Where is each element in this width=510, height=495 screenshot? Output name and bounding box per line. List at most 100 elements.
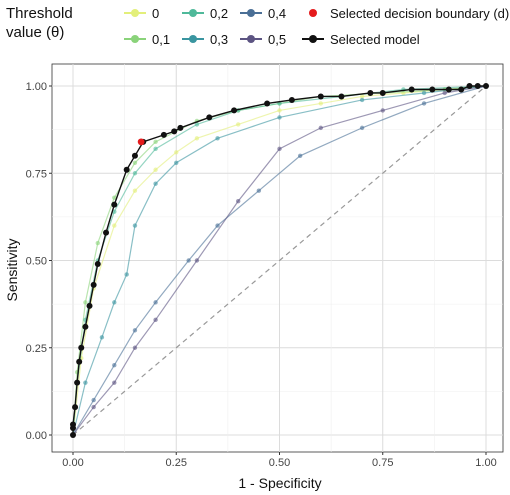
selected-model-point — [466, 83, 473, 89]
series-point-1 — [153, 139, 158, 145]
series-point-3 — [112, 300, 117, 305]
series-point-2 — [194, 122, 200, 127]
series-point-4 — [215, 223, 220, 228]
selected-model-point — [160, 131, 167, 138]
series-point-5 — [236, 198, 241, 204]
series-point-0 — [132, 188, 138, 193]
selected-model-point — [70, 432, 76, 438]
selected-model-point — [367, 89, 374, 96]
series-point-3 — [124, 272, 129, 277]
selected-model-point — [131, 152, 138, 159]
y-tick-label: 0.00 — [26, 430, 47, 442]
y-tick-label: 1.00 — [26, 81, 47, 93]
panel-border — [51, 63, 504, 453]
series-point-3 — [83, 380, 88, 385]
legend-label-0-4: 0,4 — [268, 5, 287, 21]
selected-model-point — [70, 421, 76, 428]
legend-label-0: 0 — [152, 5, 160, 21]
y-tick-label: 0.75 — [26, 168, 47, 180]
selected-model-point — [338, 93, 345, 100]
series-point-3 — [359, 97, 365, 103]
x-tick-label: 1.00 — [475, 457, 496, 469]
legend-title: Threshold value (θ) — [6, 5, 73, 41]
series-point-4 — [186, 258, 191, 263]
selected-model-point — [74, 379, 81, 386]
series-point-4 — [421, 101, 427, 106]
selected-boundary-point — [137, 138, 145, 146]
legend-item-0-1: 0,1 — [124, 30, 170, 48]
legend-label-0-1: 0,1 — [152, 31, 171, 47]
series-point-4 — [112, 363, 117, 368]
legend-item-0-2: 0,2 — [182, 4, 228, 22]
axes: 0.00 0.00 0.25 0.25 0.50 0.50 0.75 0.75 1.00 1.00 — [26, 81, 497, 469]
selected-model-point — [177, 124, 184, 131]
series-point-3 — [215, 136, 220, 141]
grid — [51, 63, 504, 453]
legend-item-0-3: 0,3 — [182, 30, 228, 48]
x-tick-label: 0.75 — [372, 457, 393, 469]
series-point-3 — [99, 335, 105, 340]
selected-model-point — [483, 83, 489, 89]
series-point-4 — [132, 328, 138, 333]
selected-model-point — [86, 302, 93, 309]
series-point-2 — [153, 146, 158, 152]
series-point-3 — [132, 223, 138, 228]
selected-model-point — [90, 281, 97, 288]
series-point-0 — [277, 108, 282, 113]
selected-model-point — [111, 201, 118, 208]
legend-item-0-5: 0,5 — [240, 30, 286, 48]
selected-model-point — [288, 96, 295, 103]
series-point-4 — [297, 153, 303, 158]
series-point-0 — [359, 94, 365, 99]
selected-model-point — [445, 86, 452, 93]
x-axis-title: 1 - Specificity — [238, 475, 321, 491]
series-point-3 — [421, 90, 427, 96]
y-tick-label: 0.25 — [26, 343, 47, 355]
series-point-5 — [153, 317, 158, 323]
legend-label-model: Selected model — [330, 31, 420, 47]
selected-model-point — [429, 86, 436, 93]
selected-model-point — [78, 344, 85, 351]
series-point-0 — [174, 150, 179, 155]
selected-model-point — [231, 107, 238, 114]
series-point-5 — [91, 404, 96, 410]
legend-label-0-2: 0,2 — [210, 5, 229, 21]
series-point-4 — [256, 188, 262, 193]
selected-model-point — [458, 86, 465, 93]
series-point-0 — [318, 101, 323, 106]
series-point-3 — [277, 115, 282, 120]
selected-model-point — [123, 166, 130, 173]
selected-model-point — [206, 114, 213, 121]
series-point-4 — [359, 125, 365, 131]
legend-item-0: 0 — [124, 4, 159, 22]
series-point-4 — [153, 300, 158, 305]
legend: Threshold value (θ) 0 0,1 0,2 0,3 0,4 0,… — [0, 0, 510, 60]
series-point-1 — [83, 300, 88, 305]
selected-model-point — [82, 323, 89, 330]
selected-model-point — [72, 404, 79, 411]
legend-item-boundary: Selected decision boundary (d) — [302, 4, 509, 22]
legend-label-boundary: Selected decision boundary (d) — [330, 5, 510, 21]
legend-label-0-5: 0,5 — [268, 31, 287, 47]
diagonal-reference-line — [72, 85, 487, 436]
legend-label-0-3: 0,3 — [210, 31, 229, 47]
series-point-0 — [153, 167, 158, 172]
series-point-1 — [132, 160, 138, 165]
series-line-5 — [72, 85, 487, 436]
series-point-5 — [132, 345, 138, 350]
y-axis-title: Sensitivity — [4, 238, 20, 301]
selected-model-point — [103, 229, 110, 236]
selected-model-point — [94, 260, 101, 267]
selected-model-point — [474, 83, 481, 89]
selected-model-point — [408, 86, 415, 93]
selected-model-point — [264, 100, 271, 107]
series-point-5 — [277, 146, 282, 152]
series-point-1 — [112, 195, 117, 200]
series-point-0 — [194, 136, 200, 141]
plot-area — [70, 83, 489, 438]
selected-model-point — [171, 128, 178, 135]
series-point-3 — [174, 160, 179, 165]
selected-model-point — [76, 358, 83, 365]
x-tick-label: 0.25 — [166, 457, 187, 469]
